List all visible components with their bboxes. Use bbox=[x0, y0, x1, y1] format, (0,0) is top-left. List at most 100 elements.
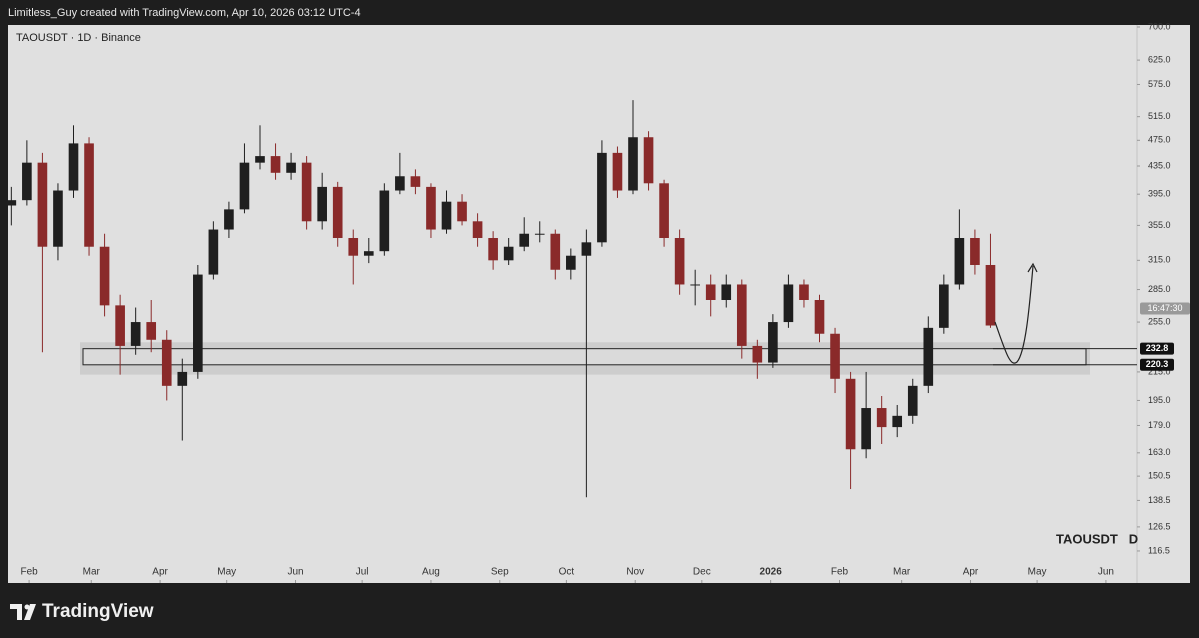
candle-body bbox=[752, 345, 763, 363]
x-tick-label: Sep bbox=[491, 567, 509, 578]
candle-body bbox=[146, 322, 157, 340]
y-tick-label: 179.0 bbox=[1148, 420, 1171, 430]
y-tick-label: 163.0 bbox=[1148, 447, 1171, 457]
arrow-head bbox=[1027, 262, 1038, 273]
candle-body bbox=[690, 284, 700, 286]
y-tick-label: 515.0 bbox=[1148, 111, 1171, 121]
candle-body bbox=[363, 251, 374, 256]
candle-body bbox=[736, 284, 747, 346]
y-tick-label: 285.0 bbox=[1148, 284, 1171, 294]
countdown: 16:47:30 bbox=[1147, 303, 1182, 313]
candle-body bbox=[612, 152, 623, 191]
x-tick-label: Feb bbox=[20, 567, 38, 578]
x-tick-label: Jun bbox=[1098, 567, 1114, 578]
y-tick-label: 255.0 bbox=[1148, 316, 1171, 326]
candle-body bbox=[68, 143, 79, 191]
candle-body bbox=[457, 201, 467, 222]
x-tick-label: Dec bbox=[693, 567, 711, 578]
candle-body bbox=[907, 385, 918, 416]
candle-body bbox=[301, 162, 312, 222]
candle-body bbox=[208, 229, 219, 275]
y-tick-label: 116.5 bbox=[1148, 545, 1170, 555]
x-tick-label: 2026 bbox=[760, 567, 783, 578]
plot: 700.0 625.0 575.0 515.0 475.0 435.0 395.0 355.0… bbox=[6, 21, 1190, 583]
projection-arrow bbox=[994, 262, 1038, 364]
candle-body bbox=[410, 176, 421, 187]
x-tick-label: Feb bbox=[831, 567, 849, 578]
candle-body bbox=[472, 221, 483, 239]
candle-body bbox=[519, 233, 530, 247]
y-tick-label: 215.0 bbox=[1148, 366, 1171, 376]
candle-body bbox=[799, 284, 809, 300]
zone-badge-label: 232.8 bbox=[1146, 343, 1169, 353]
symbol-title: TAOUSDT · 1D · Binance bbox=[16, 32, 141, 44]
candle-body bbox=[550, 233, 561, 270]
candle-body bbox=[643, 137, 654, 184]
x-tick-label: Oct bbox=[559, 567, 575, 578]
brand-logo bbox=[10, 604, 36, 620]
candle-body bbox=[503, 246, 514, 261]
candle-body bbox=[985, 264, 996, 326]
candle-body bbox=[876, 408, 887, 428]
candle-body bbox=[286, 162, 296, 173]
candle-body bbox=[597, 152, 607, 243]
candle-body bbox=[193, 274, 203, 372]
y-tick-label: 315.0 bbox=[1148, 255, 1171, 265]
y-tick-label: 435.0 bbox=[1148, 160, 1171, 170]
zone-badge bbox=[1140, 342, 1174, 355]
y-tick-label: 575.0 bbox=[1148, 79, 1171, 89]
candle-body bbox=[317, 186, 327, 222]
y-tick-label: 195.0 bbox=[1148, 395, 1171, 405]
candle-body bbox=[845, 378, 856, 450]
y-tick-label: 126.5 bbox=[1148, 521, 1171, 531]
y-tick-label: 625.0 bbox=[1148, 54, 1171, 64]
candle-body bbox=[332, 186, 343, 239]
x-tick-label: Jun bbox=[287, 567, 303, 578]
candle-body bbox=[534, 233, 545, 235]
candle-body bbox=[99, 246, 110, 306]
x-tick-label: Nov bbox=[626, 567, 644, 578]
candle-body bbox=[861, 408, 871, 450]
x-tick-label: May bbox=[217, 567, 236, 578]
candle-body bbox=[783, 284, 794, 323]
x-tick-label: May bbox=[1028, 567, 1047, 578]
candle-body bbox=[270, 156, 281, 173]
candle-body bbox=[566, 255, 576, 270]
candle-body bbox=[255, 156, 265, 163]
y-tick-label: 475.0 bbox=[1148, 135, 1171, 145]
watermark: TAOUSDT D bbox=[1056, 531, 1138, 546]
x-tick-label: Aug bbox=[422, 567, 440, 578]
zone-badge-label: 220.3 bbox=[1146, 359, 1169, 369]
candle-body bbox=[830, 333, 840, 379]
x-tick-label: Mar bbox=[83, 567, 101, 578]
candle-body bbox=[814, 299, 825, 334]
x-tick-label: Jul bbox=[356, 567, 369, 578]
candle-body bbox=[224, 209, 234, 230]
y-tick-label: 150.5 bbox=[1148, 471, 1171, 481]
candle-body bbox=[488, 238, 498, 261]
candle-body bbox=[441, 201, 452, 230]
candle-body bbox=[53, 190, 63, 247]
candle-body bbox=[379, 190, 390, 252]
candle-body bbox=[954, 238, 965, 285]
candle-body bbox=[674, 238, 685, 285]
brand: TradingView bbox=[10, 601, 154, 622]
zone-badge bbox=[1140, 358, 1174, 371]
x-tick-label: Apr bbox=[152, 567, 168, 578]
header: Limitless_Guy created with TradingView.c… bbox=[8, 7, 361, 19]
brand-logo-dot bbox=[24, 604, 30, 610]
candle-body bbox=[939, 284, 949, 328]
candle-body bbox=[22, 162, 32, 201]
candle-body bbox=[239, 162, 250, 210]
candle-body bbox=[395, 176, 405, 191]
candle-body bbox=[768, 322, 778, 363]
candle-body bbox=[115, 305, 125, 346]
chart-area bbox=[8, 25, 1190, 583]
candle-body bbox=[705, 284, 716, 300]
y-tick-label: 355.0 bbox=[1148, 220, 1171, 230]
brand-name: TradingView bbox=[42, 601, 154, 622]
candle-body bbox=[721, 284, 732, 300]
y-tick-label: 700.0 bbox=[1148, 21, 1171, 31]
candle-body bbox=[161, 339, 172, 386]
